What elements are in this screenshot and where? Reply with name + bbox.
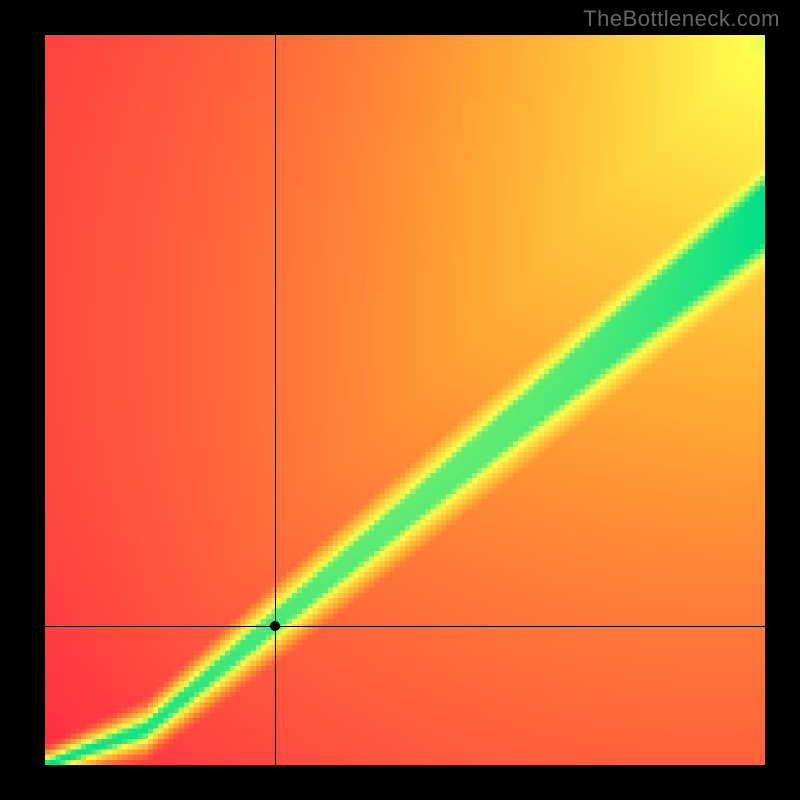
heatmap-canvas	[45, 35, 765, 765]
crosshair-horizontal	[45, 626, 765, 627]
crosshair-marker[interactable]	[270, 621, 280, 631]
watermark-text: TheBottleneck.com	[583, 6, 780, 32]
chart-frame: TheBottleneck.com	[0, 0, 800, 800]
crosshair-vertical	[275, 35, 276, 765]
plot-area	[45, 35, 765, 765]
